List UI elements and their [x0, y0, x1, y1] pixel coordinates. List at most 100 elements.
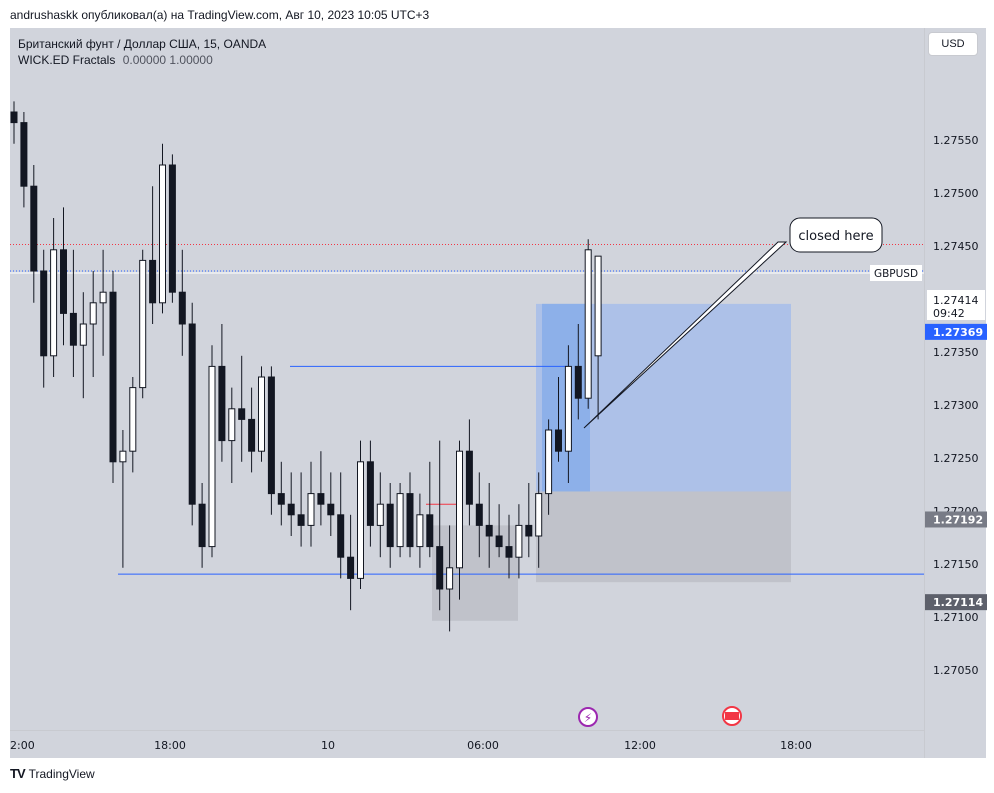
- candle-body: [426, 514, 434, 548]
- candle-body: [267, 376, 275, 495]
- price-tick-label: 1.27500: [933, 187, 979, 200]
- callout-text: closed here: [798, 229, 873, 244]
- candle-body: [446, 567, 454, 590]
- callout-box: [789, 217, 883, 253]
- candle-body: [218, 365, 226, 442]
- candle-body: [535, 493, 543, 537]
- last-price-box: [927, 290, 985, 320]
- candle-body: [545, 429, 553, 495]
- price-label-box: [925, 323, 987, 340]
- candle-body: [436, 546, 444, 590]
- candle-body: [228, 408, 236, 442]
- candle-body: [69, 312, 77, 346]
- time-axis[interactable]: 2:00 18:00 10 06:00 12:00 18:00: [10, 730, 924, 758]
- indicator-name: WICK.ED Fractals: [18, 53, 116, 67]
- candle-body: [347, 556, 355, 579]
- time-tick-label: 18:00: [154, 739, 186, 752]
- time-tick-label: 2:00: [10, 739, 35, 752]
- price-chart[interactable]: closed here ⚡ GBPUSD: [10, 28, 924, 730]
- price-axis-svg: 1.27550 1.27500 1.27450 1.27350 1.27300 1.272…: [925, 134, 987, 677]
- candle-body: [525, 524, 533, 537]
- time-tick-label: 18:00: [780, 739, 812, 752]
- candle-body: [20, 122, 28, 187]
- candle-body: [594, 255, 602, 357]
- candle-body: [159, 164, 166, 304]
- candle-body: [485, 524, 493, 537]
- symbol-label-box: [870, 265, 922, 281]
- candle-body: [376, 503, 384, 526]
- candle-body: [515, 524, 523, 558]
- range-box: [432, 525, 518, 621]
- time-axis-svg: 2:00 18:00 10 06:00 12:00 18:00: [10, 739, 812, 752]
- candle-body: [396, 493, 404, 548]
- candle-body: [139, 259, 147, 389]
- candle-body: [574, 365, 582, 399]
- candle-body: [188, 323, 196, 505]
- candle-body: [248, 418, 256, 452]
- price-tick-label: 1.27100: [933, 611, 979, 624]
- us-flag-stripes-icon: [725, 712, 739, 720]
- time-tick-label: 06:00: [467, 739, 499, 752]
- candle-body: [307, 493, 315, 526]
- price-tick-label: 1.27550: [933, 134, 979, 147]
- candle-body: [119, 450, 127, 463]
- price-tick-label: 1.27050: [933, 664, 979, 677]
- candle-body: [10, 111, 18, 124]
- candle-body: [297, 514, 305, 526]
- candle-body: [416, 514, 424, 548]
- candle-body: [327, 503, 335, 516]
- candle-body: [465, 450, 473, 505]
- tradingview-logo-icon: TV: [10, 766, 26, 781]
- currency-button[interactable]: USD: [928, 32, 978, 56]
- candle-body: [505, 546, 513, 558]
- lightning-glyph-icon: ⚡: [584, 711, 592, 725]
- indicator-values: 0.00000 1.00000: [122, 53, 213, 67]
- candle-body: [168, 164, 176, 293]
- price-label-text: 1.27114: [933, 596, 983, 609]
- candle-body: [208, 365, 216, 548]
- stop-zone: [536, 491, 791, 583]
- chart-legend: Британский фунт / Доллар США, 15, OANDA …: [18, 36, 266, 68]
- price-label-text: 1.27369: [933, 326, 983, 339]
- candle-body: [258, 376, 265, 452]
- candle-body: [149, 259, 157, 304]
- price-label-box: [925, 511, 987, 528]
- price-tick-label: 1.27300: [933, 399, 979, 412]
- price-label-text: 1.27192: [933, 513, 983, 526]
- candle-body: [564, 365, 572, 452]
- price-tick-label: 1.27250: [933, 452, 979, 465]
- candle-body: [495, 535, 503, 548]
- candle-body: [317, 493, 325, 505]
- candle-body: [60, 249, 67, 314]
- price-tick-label: 1.27450: [933, 240, 979, 253]
- tradingview-brand-text: TradingView: [28, 766, 95, 781]
- candle-body: [89, 302, 97, 325]
- closed-here-callout: closed here: [583, 217, 883, 429]
- time-tick-label: 10: [321, 739, 335, 752]
- symbol-label: GBPUSD: [874, 268, 918, 280]
- candle-body: [386, 503, 394, 548]
- price-axis[interactable]: 1.27550 1.27500 1.27450 1.27350 1.27300 1.272…: [924, 28, 987, 758]
- last-price-countdown: 09:42: [933, 307, 965, 320]
- price-tick-label: 1.27350: [933, 346, 979, 359]
- candle-body: [238, 408, 246, 420]
- footer-brand: TV TradingView: [10, 766, 95, 781]
- candle-body: [30, 185, 38, 272]
- plot-area[interactable]: closed here ⚡ GBPUSD: [10, 28, 924, 730]
- publish-attribution: andrushaskk опубликовал(а) на TradingVie…: [10, 8, 430, 22]
- candle-body: [79, 323, 87, 346]
- candle-body: [555, 429, 562, 452]
- candle-body: [456, 450, 463, 569]
- candle-body: [178, 291, 186, 325]
- candle-body: [337, 514, 345, 558]
- candle-body: [129, 387, 137, 452]
- candle-body: [277, 493, 285, 505]
- candle-body: [366, 461, 374, 526]
- callout-pointer: [583, 241, 788, 429]
- candle-body: [50, 249, 58, 357]
- candle-body: [287, 503, 295, 516]
- indicator-row: WICK.ED Fractals 0.00000 1.00000: [18, 52, 266, 68]
- candle-body: [99, 291, 107, 304]
- candle-body: [584, 249, 592, 399]
